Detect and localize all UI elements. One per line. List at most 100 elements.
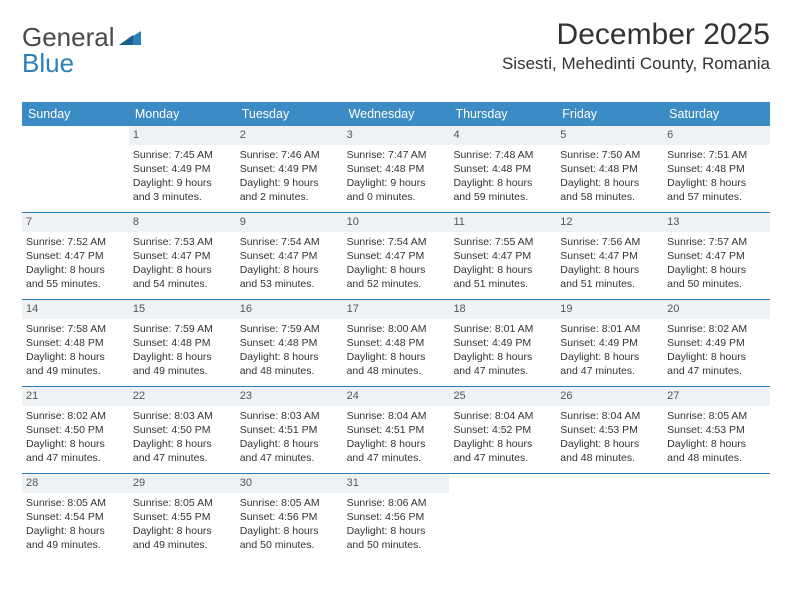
daylight-line: Daylight: 8 hours	[133, 350, 232, 364]
sunrise-line: Sunrise: 8:05 AM	[240, 496, 339, 510]
day-number: 1	[129, 126, 236, 145]
daylight-line: and 47 minutes.	[133, 451, 232, 465]
daylight-line: Daylight: 9 hours	[347, 176, 446, 190]
day-number: 8	[129, 213, 236, 232]
sunset-line: Sunset: 4:48 PM	[26, 336, 125, 350]
day-cell: 22Sunrise: 8:03 AMSunset: 4:50 PMDayligh…	[129, 387, 236, 473]
week-row: .1Sunrise: 7:45 AMSunset: 4:49 PMDayligh…	[22, 126, 770, 212]
sunset-line: Sunset: 4:53 PM	[667, 423, 766, 437]
daylight-line: Daylight: 8 hours	[667, 263, 766, 277]
sunrise-line: Sunrise: 8:04 AM	[453, 409, 552, 423]
sunset-line: Sunset: 4:55 PM	[133, 510, 232, 524]
daylight-line: Daylight: 8 hours	[453, 350, 552, 364]
daylight-line: Daylight: 8 hours	[240, 350, 339, 364]
sunrise-line: Sunrise: 7:54 AM	[347, 235, 446, 249]
day-number: 26	[556, 387, 663, 406]
day-cell: 30Sunrise: 8:05 AMSunset: 4:56 PMDayligh…	[236, 474, 343, 560]
daylight-line: Daylight: 8 hours	[560, 263, 659, 277]
daylight-line: and 48 minutes.	[560, 451, 659, 465]
sunset-line: Sunset: 4:54 PM	[26, 510, 125, 524]
daylight-line: Daylight: 8 hours	[133, 263, 232, 277]
daylight-line: and 51 minutes.	[453, 277, 552, 291]
sunrise-line: Sunrise: 7:53 AM	[133, 235, 232, 249]
sunrise-line: Sunrise: 8:01 AM	[453, 322, 552, 336]
day-cell: 2Sunrise: 7:46 AMSunset: 4:49 PMDaylight…	[236, 126, 343, 212]
daylight-line: Daylight: 8 hours	[133, 437, 232, 451]
daylight-line: and 52 minutes.	[347, 277, 446, 291]
day-number: 16	[236, 300, 343, 319]
daylight-line: Daylight: 8 hours	[667, 176, 766, 190]
sunset-line: Sunset: 4:56 PM	[347, 510, 446, 524]
day-number: 23	[236, 387, 343, 406]
sunrise-line: Sunrise: 7:52 AM	[26, 235, 125, 249]
sunrise-line: Sunrise: 7:51 AM	[667, 148, 766, 162]
day-cell: 12Sunrise: 7:56 AMSunset: 4:47 PMDayligh…	[556, 213, 663, 299]
day-header-thu: Thursday	[449, 102, 556, 126]
day-cell: 18Sunrise: 8:01 AMSunset: 4:49 PMDayligh…	[449, 300, 556, 386]
daylight-line: Daylight: 8 hours	[453, 437, 552, 451]
sunrise-line: Sunrise: 8:03 AM	[133, 409, 232, 423]
sunset-line: Sunset: 4:53 PM	[560, 423, 659, 437]
sunset-line: Sunset: 4:49 PM	[560, 336, 659, 350]
daylight-line: and 47 minutes.	[240, 451, 339, 465]
day-cell: 1Sunrise: 7:45 AMSunset: 4:49 PMDaylight…	[129, 126, 236, 212]
location-subtitle: Sisesti, Mehedinti County, Romania	[502, 54, 770, 74]
day-cell: 19Sunrise: 8:01 AMSunset: 4:49 PMDayligh…	[556, 300, 663, 386]
day-number: 22	[129, 387, 236, 406]
sunrise-line: Sunrise: 7:54 AM	[240, 235, 339, 249]
day-cell: .	[449, 474, 556, 560]
day-number: 6	[663, 126, 770, 145]
daylight-line: Daylight: 8 hours	[560, 176, 659, 190]
day-cell: 6Sunrise: 7:51 AMSunset: 4:48 PMDaylight…	[663, 126, 770, 212]
sunset-line: Sunset: 4:48 PM	[347, 336, 446, 350]
day-cell: .	[663, 474, 770, 560]
daylight-line: and 0 minutes.	[347, 190, 446, 204]
sunrise-line: Sunrise: 8:05 AM	[667, 409, 766, 423]
sunset-line: Sunset: 4:52 PM	[453, 423, 552, 437]
sunrise-line: Sunrise: 8:05 AM	[26, 496, 125, 510]
weeks-container: .1Sunrise: 7:45 AMSunset: 4:49 PMDayligh…	[22, 126, 770, 560]
day-cell: 31Sunrise: 8:06 AMSunset: 4:56 PMDayligh…	[343, 474, 450, 560]
daylight-line: Daylight: 8 hours	[26, 437, 125, 451]
daylight-line: and 48 minutes.	[240, 364, 339, 378]
sunrise-line: Sunrise: 7:46 AM	[240, 148, 339, 162]
daylight-line: and 50 minutes.	[347, 538, 446, 552]
day-cell: 17Sunrise: 8:00 AMSunset: 4:48 PMDayligh…	[343, 300, 450, 386]
daylight-line: and 49 minutes.	[133, 364, 232, 378]
sunset-line: Sunset: 4:48 PM	[133, 336, 232, 350]
title-block: December 2025 Sisesti, Mehedinti County,…	[502, 18, 770, 74]
day-cell: 26Sunrise: 8:04 AMSunset: 4:53 PMDayligh…	[556, 387, 663, 473]
day-number: 9	[236, 213, 343, 232]
daylight-line: Daylight: 8 hours	[133, 524, 232, 538]
daylight-line: Daylight: 8 hours	[347, 524, 446, 538]
day-number: 4	[449, 126, 556, 145]
daylight-line: and 53 minutes.	[240, 277, 339, 291]
sunset-line: Sunset: 4:51 PM	[347, 423, 446, 437]
day-cell: .	[22, 126, 129, 212]
day-number: 28	[22, 474, 129, 493]
sunrise-line: Sunrise: 7:47 AM	[347, 148, 446, 162]
daylight-line: Daylight: 8 hours	[347, 437, 446, 451]
daylight-line: Daylight: 8 hours	[240, 437, 339, 451]
daylight-line: Daylight: 8 hours	[347, 350, 446, 364]
day-cell: 15Sunrise: 7:59 AMSunset: 4:48 PMDayligh…	[129, 300, 236, 386]
daylight-line: and 51 minutes.	[560, 277, 659, 291]
day-cell: 7Sunrise: 7:52 AMSunset: 4:47 PMDaylight…	[22, 213, 129, 299]
sunset-line: Sunset: 4:48 PM	[560, 162, 659, 176]
sunset-line: Sunset: 4:48 PM	[240, 336, 339, 350]
sunrise-line: Sunrise: 8:04 AM	[347, 409, 446, 423]
day-number: 19	[556, 300, 663, 319]
daylight-line: and 49 minutes.	[26, 364, 125, 378]
sunrise-line: Sunrise: 7:56 AM	[560, 235, 659, 249]
sunrise-line: Sunrise: 8:05 AM	[133, 496, 232, 510]
day-header-mon: Monday	[129, 102, 236, 126]
daylight-line: and 47 minutes.	[26, 451, 125, 465]
sunset-line: Sunset: 4:49 PM	[133, 162, 232, 176]
daylight-line: and 55 minutes.	[26, 277, 125, 291]
sunset-line: Sunset: 4:47 PM	[667, 249, 766, 263]
daylight-line: Daylight: 8 hours	[667, 437, 766, 451]
day-number: 21	[22, 387, 129, 406]
sunrise-line: Sunrise: 8:02 AM	[667, 322, 766, 336]
sunrise-line: Sunrise: 7:58 AM	[26, 322, 125, 336]
sunset-line: Sunset: 4:56 PM	[240, 510, 339, 524]
